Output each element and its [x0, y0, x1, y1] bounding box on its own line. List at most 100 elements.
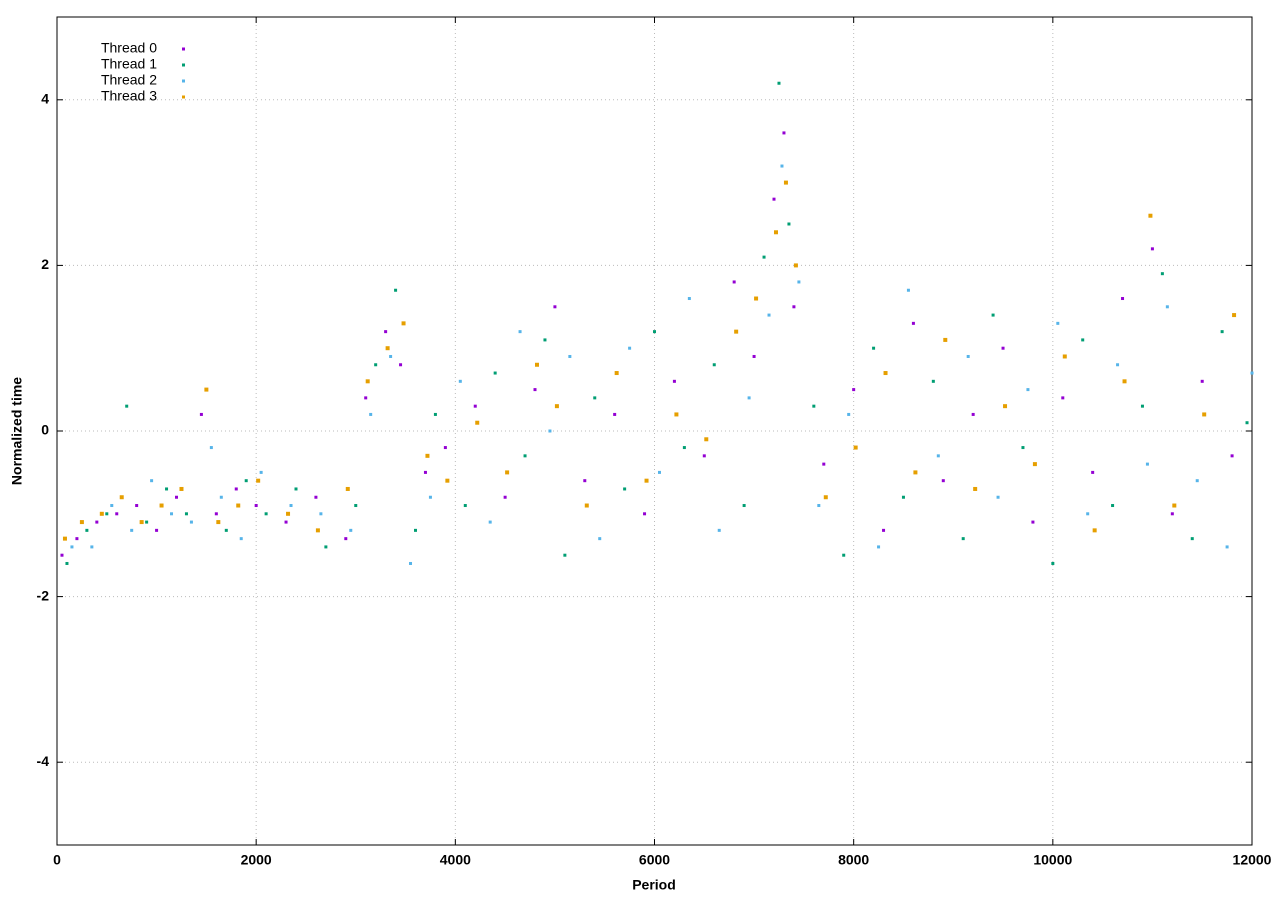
point	[1145, 462, 1149, 466]
point	[653, 330, 656, 334]
point	[1172, 503, 1177, 508]
point	[139, 520, 144, 525]
point	[1086, 512, 1090, 516]
x-tick-label: 10000	[1033, 852, 1072, 868]
point	[488, 520, 492, 524]
point	[473, 404, 477, 408]
point	[344, 537, 348, 541]
x-tick-label: 8000	[838, 852, 869, 868]
point	[159, 503, 164, 508]
point	[732, 280, 736, 284]
point	[354, 504, 358, 508]
point	[289, 504, 293, 508]
point	[913, 470, 918, 475]
point	[657, 470, 661, 474]
point	[941, 479, 945, 483]
y-tick-label: 0	[41, 422, 49, 438]
point	[936, 454, 940, 458]
point	[62, 536, 67, 541]
point	[543, 338, 547, 342]
point	[961, 537, 965, 541]
point	[204, 387, 209, 392]
point	[1056, 321, 1060, 325]
point	[1061, 396, 1065, 400]
point	[852, 388, 856, 392]
point	[553, 305, 557, 309]
y-tick-label: -2	[37, 587, 50, 603]
point	[365, 379, 370, 384]
point	[847, 412, 851, 416]
point	[493, 371, 497, 375]
point	[533, 388, 537, 392]
point	[170, 512, 174, 516]
point	[687, 297, 691, 301]
y-axis-label: Normalized time	[9, 377, 25, 485]
point	[1021, 446, 1025, 450]
point	[1245, 421, 1249, 425]
point	[773, 230, 778, 235]
legend-label: Thread 1	[101, 56, 157, 72]
point	[971, 412, 975, 416]
point	[783, 180, 788, 185]
point	[991, 313, 995, 317]
point	[777, 81, 781, 85]
point	[259, 470, 263, 474]
point	[399, 363, 403, 367]
point	[1195, 479, 1199, 483]
point	[996, 495, 1000, 499]
point	[1003, 404, 1008, 409]
point	[780, 164, 784, 168]
point	[394, 288, 398, 292]
point	[883, 371, 888, 376]
point	[443, 446, 447, 450]
point	[797, 280, 801, 284]
point	[554, 404, 559, 409]
point	[384, 330, 388, 334]
point	[534, 362, 539, 367]
point	[901, 495, 905, 499]
point	[568, 354, 572, 358]
point	[286, 511, 291, 516]
plot-frame	[56, 16, 1253, 846]
point	[256, 478, 261, 483]
point	[165, 487, 169, 491]
point	[60, 553, 64, 557]
point	[973, 486, 978, 491]
point	[423, 470, 427, 474]
legend-label: Thread 0	[101, 40, 157, 56]
point	[613, 412, 617, 416]
point	[389, 354, 393, 358]
point	[385, 346, 390, 351]
point	[1170, 512, 1174, 516]
point	[244, 479, 248, 483]
point	[787, 222, 791, 226]
point	[75, 537, 79, 541]
point	[184, 512, 188, 516]
point	[115, 512, 119, 516]
point	[505, 470, 510, 475]
point	[433, 412, 437, 416]
point	[812, 404, 816, 408]
point	[1160, 272, 1164, 276]
point	[463, 504, 467, 508]
legend-marker	[182, 47, 185, 51]
point	[1202, 412, 1207, 417]
legend-marker	[182, 79, 185, 83]
point	[906, 288, 910, 292]
point	[644, 478, 649, 483]
point	[747, 396, 751, 400]
point	[224, 528, 228, 532]
point	[284, 520, 288, 524]
point	[294, 487, 298, 491]
point	[1091, 470, 1095, 474]
point	[1200, 379, 1204, 383]
point	[1001, 346, 1005, 350]
point	[99, 511, 104, 516]
x-tick-label: 2000	[241, 852, 272, 868]
point	[214, 512, 218, 516]
point	[1092, 528, 1097, 533]
legend-label: Thread 2	[101, 72, 157, 88]
point	[1148, 213, 1153, 218]
point	[119, 495, 124, 500]
